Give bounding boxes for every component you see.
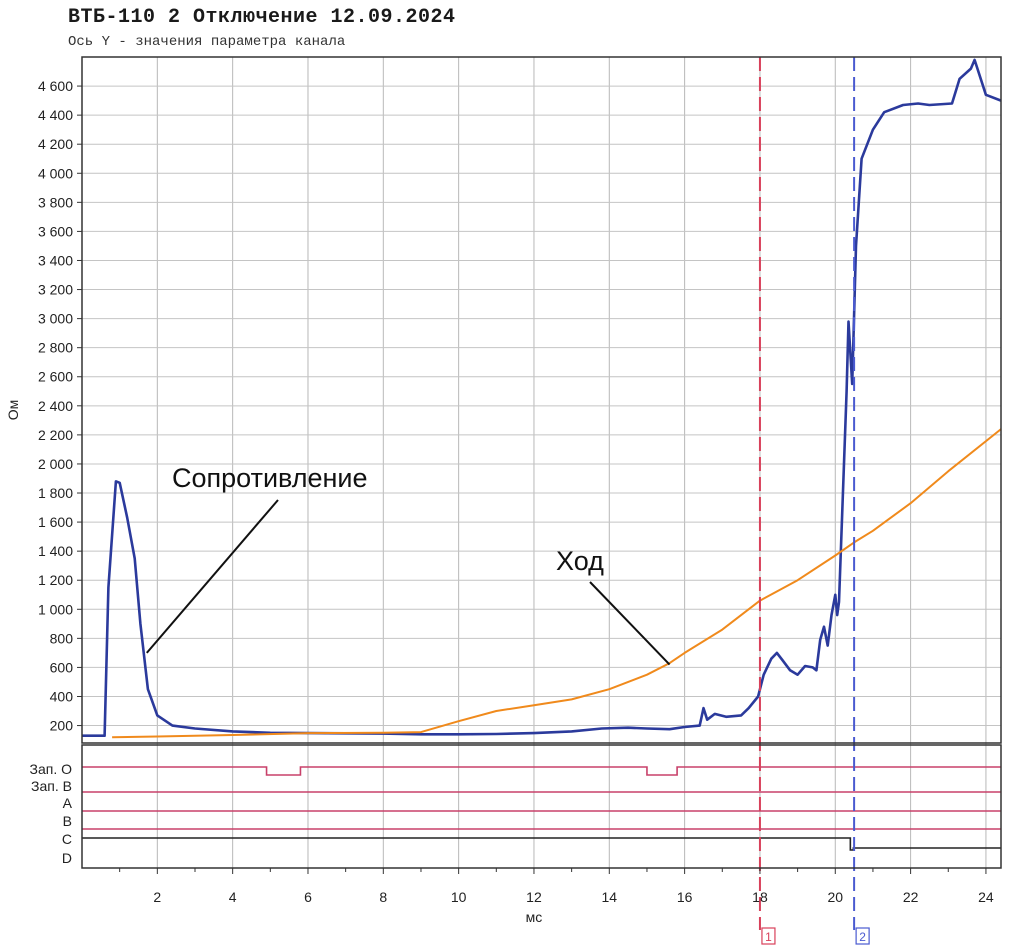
series-line-resistance [82, 58, 1002, 738]
x-tick-label: 10 [451, 889, 467, 905]
y-tick-label: 3 200 [38, 282, 73, 298]
annotation-label: Ход [556, 546, 604, 576]
x-tick-label: 22 [903, 889, 919, 905]
x-tick-label: 20 [827, 889, 843, 905]
y-tick-label: 1 000 [38, 601, 73, 617]
channel-trace [82, 837, 1001, 851]
y-tick-label: 1 400 [38, 543, 73, 559]
x-tick-label: 8 [379, 889, 387, 905]
y-tick-label: 2 200 [38, 427, 73, 443]
cursor-label: 1 [765, 930, 772, 944]
annotation-leader-line [589, 581, 671, 666]
series-line-hod [112, 428, 1002, 739]
channel-label: B [63, 813, 72, 829]
chart-subtitle: Ось Y - значения параметра канала [68, 34, 346, 50]
y-tick-label: 3 400 [38, 252, 73, 268]
y-tick-label: 4 600 [38, 78, 73, 94]
x-axis-label: мс [526, 909, 543, 925]
annotations: Сопротивление Ход [146, 463, 671, 666]
digital-plot-frame [81, 744, 1002, 869]
digital-channels [82, 766, 1001, 851]
y-tick-label: 800 [50, 630, 74, 646]
plot-frames [81, 56, 1002, 869]
channel-label: C [62, 831, 72, 847]
y-tick-label: 400 [50, 688, 74, 704]
y-tick-label: 4 200 [38, 136, 73, 152]
y-tick-label: 2 400 [38, 398, 73, 414]
chart-title: ВТБ-110 2 Отключение 12.09.2024 [68, 6, 456, 29]
annotation-label: Сопротивление [172, 463, 368, 493]
y-tick-label: 600 [50, 659, 74, 675]
channel-label: A [63, 795, 73, 811]
cursor-label: 2 [859, 930, 866, 944]
channel-trace [82, 766, 1001, 776]
series-lines [82, 58, 1002, 739]
y-tick-label: 2 600 [38, 369, 73, 385]
channel-label: Зап. В [31, 778, 72, 794]
x-tick-label: 14 [602, 889, 618, 905]
cursor-label-box [761, 927, 776, 945]
channel-label: D [62, 850, 72, 866]
main-plot-frame [81, 56, 1002, 744]
annotation-leader-line [146, 499, 279, 654]
x-tick-label: 12 [526, 889, 542, 905]
channel-label: Зап. О [30, 761, 73, 777]
x-tick-label: 16 [677, 889, 693, 905]
y-tick-label: 1 800 [38, 485, 73, 501]
y-tick-label: 1 600 [38, 514, 73, 530]
grid [82, 57, 1001, 868]
x-tick-label: 18 [752, 889, 768, 905]
x-tick-label: 2 [153, 889, 161, 905]
x-tick-label: 4 [229, 889, 237, 905]
y-axis-label: Ом [5, 400, 21, 421]
y-tick-label: 200 [50, 718, 74, 734]
y-tick-label: 2 800 [38, 340, 73, 356]
y-tick-label: 1 200 [38, 572, 73, 588]
y-tick-label: 4 400 [38, 107, 73, 123]
y-tick-label: 3 000 [38, 311, 73, 327]
y-tick-label: 3 800 [38, 194, 73, 210]
y-tick-label: 4 000 [38, 165, 73, 181]
x-tick-label: 6 [304, 889, 312, 905]
y-tick-label: 2 000 [38, 456, 73, 472]
y-tick-label: 3 600 [38, 223, 73, 239]
x-tick-label: 24 [978, 889, 994, 905]
cursor-label-box [855, 927, 870, 945]
